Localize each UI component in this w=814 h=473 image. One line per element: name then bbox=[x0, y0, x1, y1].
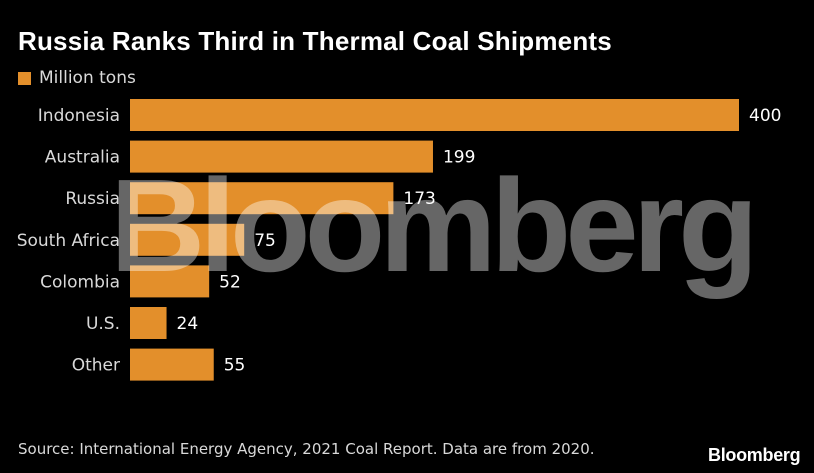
bar bbox=[130, 182, 394, 215]
data-label: 55 bbox=[224, 356, 246, 376]
bloomberg-logo: Bloomberg bbox=[708, 445, 801, 465]
bar bbox=[130, 307, 167, 339]
legend-swatch bbox=[18, 71, 31, 85]
data-label: 24 bbox=[177, 314, 199, 334]
bar bbox=[130, 99, 739, 131]
bar bbox=[130, 348, 214, 381]
legend-label: Million tons bbox=[39, 68, 136, 88]
data-label: 75 bbox=[254, 231, 276, 251]
data-label: 400 bbox=[749, 106, 781, 126]
data-label: 199 bbox=[443, 148, 475, 168]
data-label: 173 bbox=[403, 189, 435, 209]
category-label: South Africa bbox=[17, 231, 120, 251]
data-label: 52 bbox=[219, 272, 241, 292]
bar bbox=[130, 140, 433, 173]
category-label: U.S. bbox=[86, 314, 120, 334]
bar bbox=[130, 265, 210, 298]
category-label: Other bbox=[72, 356, 120, 376]
chart-title: Russia Ranks Third in Thermal Coal Shipm… bbox=[18, 26, 612, 56]
bar bbox=[130, 223, 245, 256]
category-label: Colombia bbox=[40, 272, 120, 292]
category-label: Russia bbox=[65, 189, 120, 209]
category-label: Australia bbox=[45, 148, 120, 168]
legend: Million tons bbox=[18, 68, 136, 88]
category-label: Indonesia bbox=[38, 106, 120, 126]
source-note: Source: International Energy Agency, 202… bbox=[18, 440, 595, 458]
